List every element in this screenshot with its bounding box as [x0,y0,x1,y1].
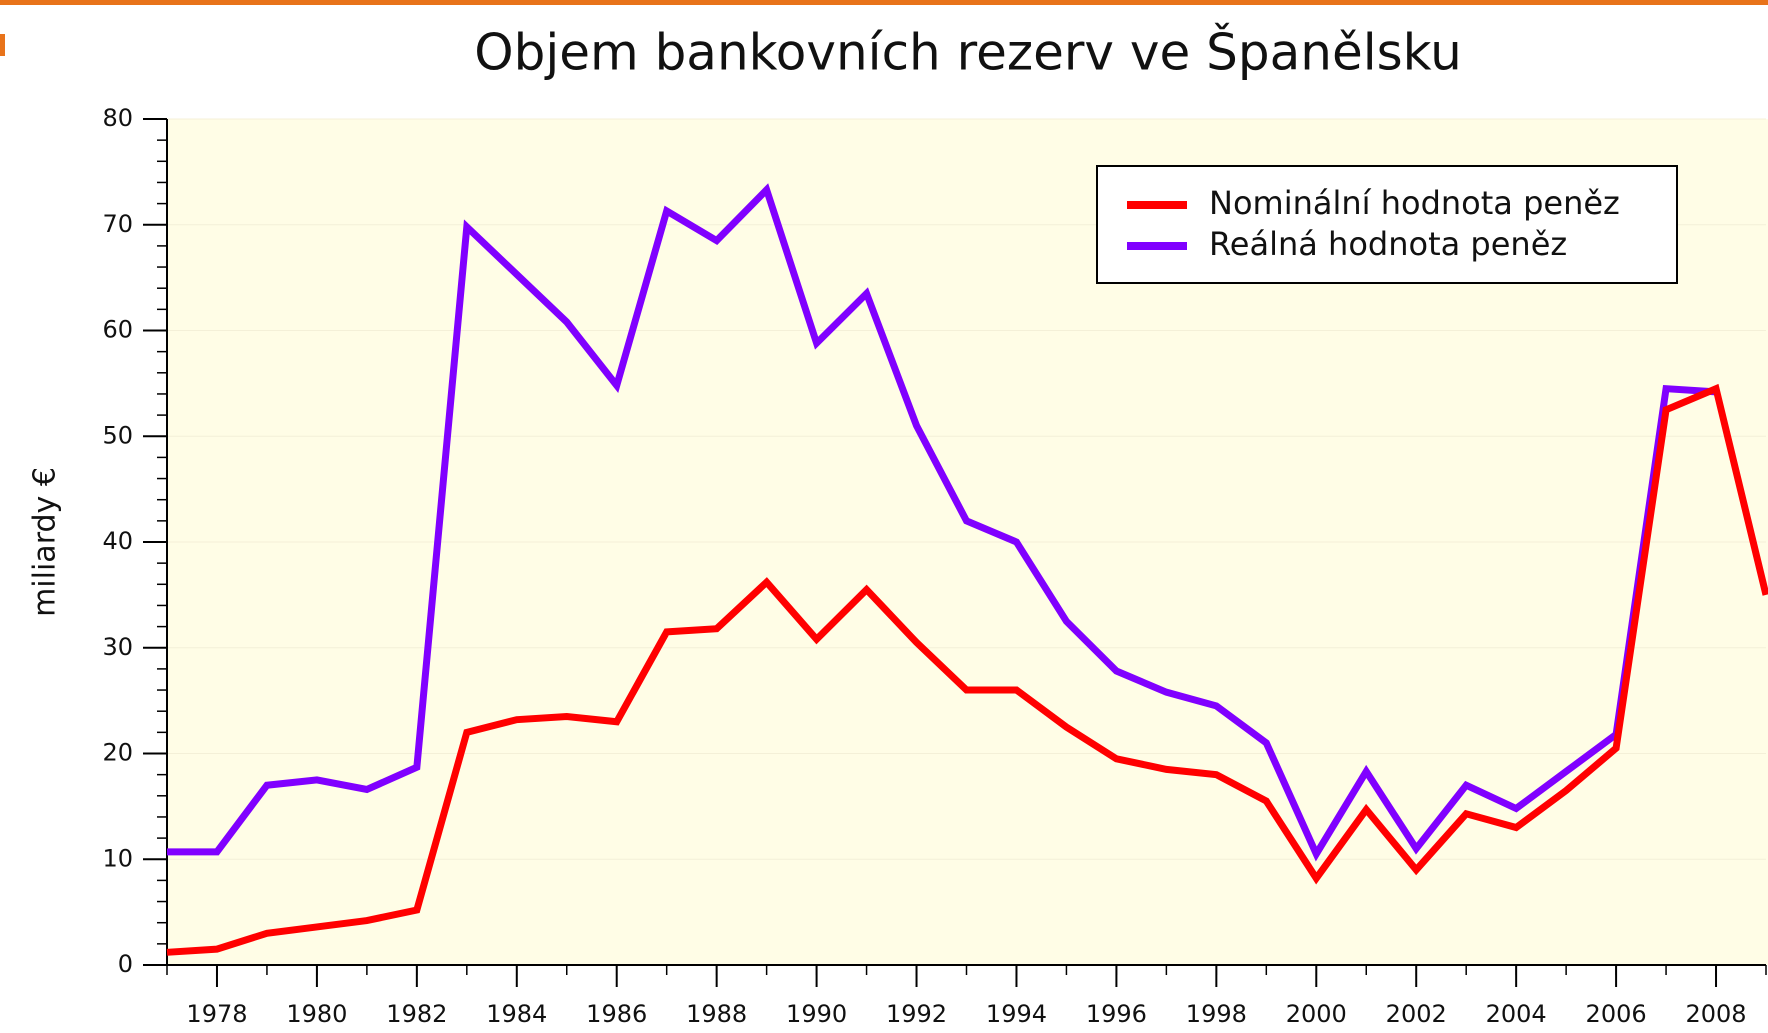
x-tick-label: 2008 [1685,1000,1746,1028]
y-tick-label: 80 [102,104,133,132]
y-tick-label: 30 [102,633,133,661]
legend-box [1096,165,1678,284]
side-mark [0,34,5,56]
x-tick-label: 1994 [986,1000,1047,1028]
x-tick-label: 1996 [1086,1000,1147,1028]
data-line [166,383,1768,956]
y-tick-label: 60 [102,316,133,344]
y-axis-label: miliardy € [28,467,63,617]
y-tick-label: 50 [102,421,133,449]
x-tick-label: 1980 [286,1000,347,1028]
data-line [167,183,1717,862]
x-tick-label: 2004 [1486,1000,1547,1028]
x-tick-label: 2000 [1286,1000,1347,1028]
x-tick-label: 1978 [186,1000,247,1028]
x-tick-label: 2002 [1386,1000,1447,1028]
x-tick-label: 1992 [886,1000,947,1028]
x-tick-label: 2006 [1586,1000,1647,1028]
legend-label: Reálná hodnota peněz [1209,225,1567,263]
chart-title: Objem bankovních rezerv ve Španělsku [474,23,1462,82]
x-tick-label: 1990 [786,1000,847,1028]
x-tick-label: 1984 [486,1000,547,1028]
top-border [0,0,1768,5]
y-tick-label: 20 [102,739,133,767]
x-tick-label: 1988 [686,1000,747,1028]
x-tick-label: 1982 [386,1000,447,1028]
x-tick-label: 1998 [1186,1000,1247,1028]
y-tick-label: 0 [118,950,133,978]
x-tick-label: 1986 [586,1000,647,1028]
y-tick-label: 40 [102,527,133,555]
y-tick-label: 10 [102,844,133,872]
legend-label: Nominální hodnota peněz [1209,184,1620,222]
y-tick-label: 70 [102,210,133,238]
